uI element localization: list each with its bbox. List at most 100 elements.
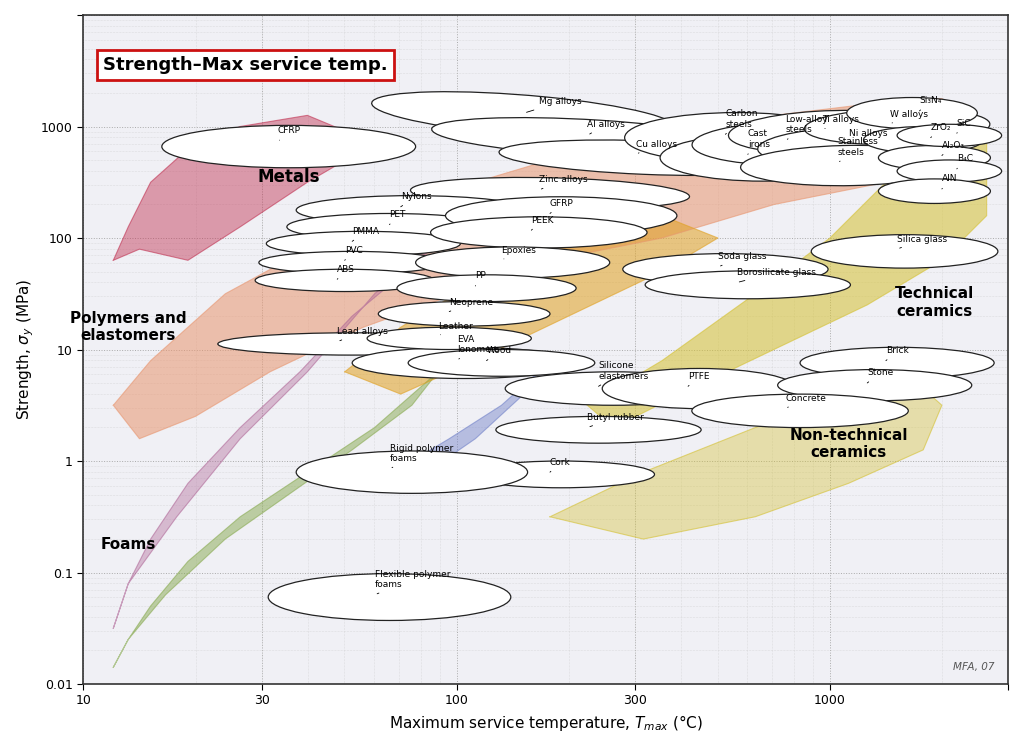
Text: CFRP: CFRP (277, 126, 301, 140)
Text: Soda glass: Soda glass (718, 252, 766, 266)
Text: EVA
Ionomers: EVA Ionomers (456, 334, 499, 359)
Ellipse shape (162, 126, 415, 168)
Text: Al alloys: Al alloys (587, 120, 625, 134)
Text: B₄C: B₄C (957, 154, 973, 169)
Text: Epoxies: Epoxies (501, 246, 536, 259)
Ellipse shape (499, 140, 802, 176)
Ellipse shape (660, 135, 865, 181)
Ellipse shape (741, 145, 957, 186)
Ellipse shape (897, 160, 1002, 183)
Text: GFRP: GFRP (550, 199, 574, 213)
Ellipse shape (218, 333, 487, 355)
Text: Si₃N₄: Si₃N₄ (920, 96, 942, 111)
Text: Silica glass: Silica glass (897, 235, 947, 248)
Text: PMMA: PMMA (352, 227, 380, 242)
Text: Ti alloys: Ti alloys (822, 115, 859, 129)
Ellipse shape (367, 327, 531, 349)
Text: Technical
ceramics: Technical ceramics (895, 286, 974, 319)
Text: Ni alloys: Ni alloys (849, 129, 887, 142)
Text: W alloys: W alloys (890, 110, 928, 123)
Text: PEEK: PEEK (531, 215, 553, 230)
Ellipse shape (879, 179, 990, 203)
Ellipse shape (496, 417, 701, 443)
Text: Stone: Stone (868, 369, 893, 383)
Text: Concrete: Concrete (785, 394, 826, 408)
Text: SiC: SiC (957, 119, 972, 133)
Ellipse shape (804, 108, 990, 144)
Ellipse shape (897, 124, 1002, 147)
Text: PET: PET (390, 210, 406, 224)
Ellipse shape (297, 196, 528, 224)
Text: Cu alloys: Cu alloys (636, 140, 677, 153)
Text: Neoprene: Neoprene (449, 298, 493, 312)
Y-axis label: Strength, $\sigma_y$ (MPa): Strength, $\sigma_y$ (MPa) (15, 279, 36, 420)
Ellipse shape (352, 347, 576, 378)
Ellipse shape (415, 247, 610, 278)
Ellipse shape (505, 372, 721, 405)
Polygon shape (345, 215, 718, 394)
Ellipse shape (777, 370, 972, 401)
Text: Lead alloys: Lead alloys (338, 327, 388, 340)
Text: Foams: Foams (100, 537, 155, 552)
Polygon shape (114, 372, 438, 667)
Ellipse shape (259, 251, 445, 274)
Text: Leather: Leather (438, 322, 473, 335)
Ellipse shape (847, 97, 977, 129)
Text: Silicone
elastomers: Silicone elastomers (598, 361, 649, 386)
Text: Brick: Brick (886, 346, 908, 361)
Polygon shape (550, 372, 942, 539)
Text: Wood: Wood (487, 346, 512, 361)
Ellipse shape (603, 369, 796, 408)
Ellipse shape (728, 111, 931, 154)
Ellipse shape (758, 126, 962, 167)
Text: Borosilicate glass: Borosilicate glass (737, 268, 815, 282)
Ellipse shape (625, 112, 849, 163)
Polygon shape (587, 126, 986, 428)
Ellipse shape (432, 117, 743, 158)
Ellipse shape (468, 461, 655, 488)
Ellipse shape (397, 275, 576, 301)
Ellipse shape (646, 271, 850, 298)
Text: Mg alloys: Mg alloys (527, 97, 581, 112)
Ellipse shape (379, 301, 550, 326)
X-axis label: Maximum service temperature, $T_{max}$ (°C): Maximum service temperature, $T_{max}$ (… (389, 713, 703, 733)
Text: Cast
irons: Cast irons (748, 129, 770, 154)
Ellipse shape (268, 574, 510, 621)
Text: Polymers and
elastomers: Polymers and elastomers (70, 311, 186, 343)
Text: PP: PP (476, 272, 486, 286)
Ellipse shape (863, 126, 983, 153)
Text: Zinc alloys: Zinc alloys (539, 176, 587, 189)
Polygon shape (114, 99, 986, 439)
Ellipse shape (410, 177, 690, 209)
Ellipse shape (297, 451, 528, 494)
Text: Non-technical
ceramics: Non-technical ceramics (790, 428, 907, 461)
Text: Al₂O₃: Al₂O₃ (942, 141, 965, 156)
Text: PTFE: PTFE (688, 372, 710, 386)
Polygon shape (114, 115, 374, 260)
Text: Stainless
steels: Stainless steels (838, 137, 878, 162)
Text: Rigid polymer
foams: Rigid polymer foams (390, 444, 453, 468)
Text: Low-alloy
steels: Low-alloy steels (785, 115, 828, 139)
Text: MFA, 07: MFA, 07 (952, 662, 994, 672)
Text: PVC: PVC (345, 246, 362, 260)
Ellipse shape (623, 254, 828, 285)
Ellipse shape (800, 347, 994, 378)
Text: ZrO₂: ZrO₂ (931, 123, 951, 138)
Text: ABS: ABS (338, 265, 355, 279)
Ellipse shape (811, 235, 997, 268)
Ellipse shape (879, 145, 990, 170)
Text: AlN: AlN (942, 174, 958, 189)
Ellipse shape (692, 394, 908, 428)
Ellipse shape (266, 231, 460, 256)
Polygon shape (412, 372, 539, 472)
Text: Carbon
steels: Carbon steels (725, 109, 758, 135)
Ellipse shape (255, 269, 435, 292)
Ellipse shape (445, 197, 677, 235)
Text: Butyl rubber: Butyl rubber (587, 413, 644, 426)
Polygon shape (114, 204, 476, 628)
Text: Metals: Metals (258, 168, 320, 186)
Text: Strength–Max service temp.: Strength–Max service temp. (103, 56, 388, 74)
Text: Nylons: Nylons (401, 192, 432, 206)
Text: Cork: Cork (550, 458, 571, 472)
Text: Flexible polymer
foams: Flexible polymer foams (374, 570, 450, 594)
